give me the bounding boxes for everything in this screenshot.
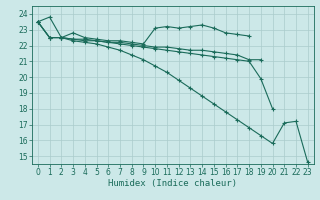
X-axis label: Humidex (Indice chaleur): Humidex (Indice chaleur) (108, 179, 237, 188)
